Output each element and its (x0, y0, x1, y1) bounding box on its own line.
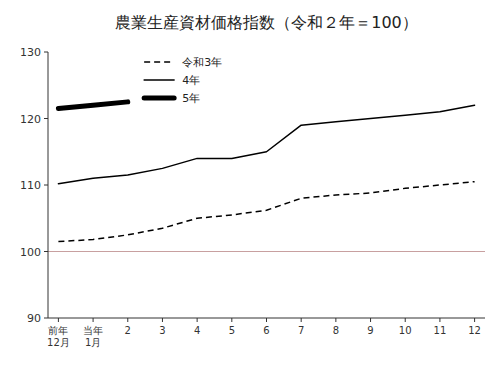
x-tick (474, 318, 475, 322)
x-tick-label: 12 (468, 325, 481, 336)
x-tick (439, 318, 440, 322)
plot-area (48, 102, 485, 252)
y-tick-label: 110 (20, 179, 41, 192)
x-tick-label: 5 (229, 325, 235, 336)
reference-line (48, 251, 485, 252)
x-tick (93, 318, 94, 322)
x-tick (162, 318, 163, 322)
x-tick (266, 318, 267, 322)
chart: 農業生産資材価格指数（令和２年＝100） 90 100 110 120 130 前年12月当… (0, 0, 500, 373)
x-tick (370, 318, 371, 322)
y-tick (44, 118, 48, 119)
x-tick (301, 318, 302, 322)
x-tick-label: 4 (194, 325, 200, 336)
x-tick-label: 9 (367, 325, 373, 336)
legend: 令和3年 4年 5年 (144, 56, 222, 105)
legend-swatch (144, 61, 174, 63)
x-tick-label: 2 (125, 325, 131, 336)
x-tick-label: 前年12月 (47, 325, 70, 348)
series-line (58, 102, 127, 109)
x-tick (127, 318, 128, 322)
y-tick-label: 130 (20, 46, 41, 59)
series-line (58, 182, 474, 242)
y-tick-label: 100 (20, 246, 41, 259)
y-tick-label: 90 (27, 312, 41, 325)
x-tick-label: 3 (159, 325, 165, 336)
legend-label: 5年 (182, 92, 200, 105)
x-tick-label: 6 (263, 325, 269, 336)
y-tick (44, 52, 48, 53)
x-tick (405, 318, 406, 322)
x-tick-label: 当年1月 (83, 325, 103, 348)
x-tick-label: 7 (298, 325, 304, 336)
y-tick (44, 318, 48, 319)
series-line (58, 105, 474, 183)
x-tick (231, 318, 232, 322)
y-tick (44, 251, 48, 252)
y-tick-label: 120 (20, 113, 41, 126)
title: 農業生産資材価格指数（令和２年＝100） (115, 13, 418, 32)
x-tick-label: 11 (434, 325, 447, 336)
x-tick (197, 318, 198, 322)
x-tick-label: 8 (333, 325, 339, 336)
legend-label: 4年 (182, 74, 200, 87)
background (0, 0, 500, 373)
legend-swatch (144, 96, 174, 101)
x-tick (58, 318, 59, 322)
y-tick (44, 185, 48, 186)
x-tick-label: 10 (399, 325, 412, 336)
legend-swatch (144, 79, 174, 81)
legend-label: 令和3年 (182, 56, 222, 69)
x-tick (335, 318, 336, 322)
